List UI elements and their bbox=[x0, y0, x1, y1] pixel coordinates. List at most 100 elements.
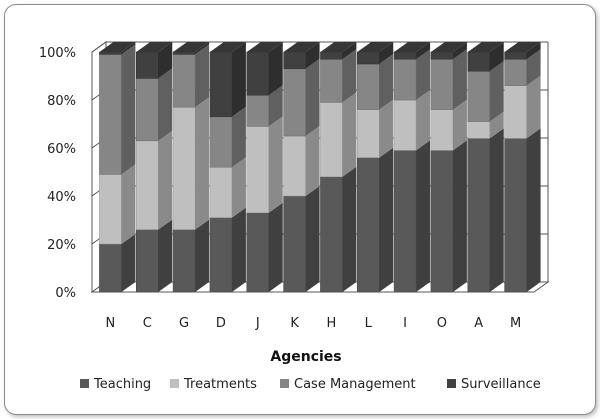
gridline-diagonal bbox=[91, 41, 107, 53]
bar-side bbox=[195, 42, 210, 55]
bar-front bbox=[136, 51, 159, 79]
x-tick-label: I bbox=[403, 316, 407, 331]
bar-side bbox=[452, 140, 467, 292]
x-tick-label: K bbox=[290, 316, 299, 331]
bar-front bbox=[246, 126, 269, 214]
bar-segment bbox=[320, 92, 357, 178]
bar-side bbox=[526, 42, 541, 60]
bar-side bbox=[452, 99, 467, 151]
bar-front bbox=[467, 121, 490, 139]
bar-segment bbox=[467, 42, 504, 72]
bar-side bbox=[379, 99, 394, 158]
bar-segment bbox=[172, 97, 210, 230]
bar-front bbox=[172, 106, 196, 230]
bar-segment bbox=[357, 54, 394, 110]
y-tick-label: 0% bbox=[55, 286, 76, 301]
bar-segment bbox=[136, 68, 173, 142]
legend-swatch bbox=[80, 379, 89, 388]
bar-segment bbox=[99, 44, 136, 175]
bar-front bbox=[467, 138, 490, 293]
bar-side bbox=[489, 111, 504, 139]
bar-side bbox=[342, 166, 357, 292]
bar-top bbox=[467, 42, 504, 52]
bar-side bbox=[231, 157, 246, 218]
y-axis-ticks: 0% 20% 40% 60% 80% 100% bbox=[39, 46, 76, 301]
bar-side bbox=[195, 44, 210, 108]
bar-front bbox=[504, 51, 527, 60]
bar-side bbox=[489, 128, 504, 292]
bar-front bbox=[172, 51, 196, 55]
bar-side bbox=[526, 128, 541, 292]
bar-front bbox=[99, 243, 122, 293]
legend-item: Surveillance bbox=[447, 377, 541, 392]
y-tick-label: 20% bbox=[47, 238, 76, 253]
bar-front bbox=[320, 176, 343, 293]
legend-item: Case Management bbox=[280, 377, 416, 392]
bar-top bbox=[320, 42, 357, 52]
legend-label: Treatments bbox=[183, 377, 257, 392]
bar-front bbox=[357, 51, 380, 65]
bar-front bbox=[246, 51, 269, 96]
bar-side bbox=[342, 49, 357, 103]
bar-side bbox=[268, 85, 283, 127]
legend-swatch bbox=[447, 379, 456, 388]
bar-top bbox=[430, 42, 467, 52]
bar-side bbox=[158, 68, 173, 141]
bar-front bbox=[136, 78, 159, 142]
bar-front bbox=[246, 94, 269, 127]
bar-side bbox=[379, 147, 394, 292]
y-tick-label: 60% bbox=[47, 142, 76, 157]
bar-side bbox=[158, 42, 173, 79]
bar-segment bbox=[172, 219, 210, 293]
bar-front bbox=[504, 85, 527, 139]
bar-segment bbox=[246, 202, 283, 293]
bar-side bbox=[489, 61, 504, 122]
bar-top bbox=[283, 42, 320, 52]
bar-segment bbox=[209, 207, 246, 293]
x-tick-label: H bbox=[327, 316, 337, 331]
bar-side bbox=[268, 42, 283, 96]
x-tick-label: C bbox=[143, 316, 152, 331]
x-tick-label: N bbox=[106, 316, 116, 331]
x-tick-label: O bbox=[437, 316, 447, 331]
bar-front bbox=[172, 229, 196, 293]
bar-segment bbox=[283, 186, 320, 293]
bar-segment bbox=[393, 140, 431, 293]
bar-front bbox=[209, 116, 233, 168]
bar-front bbox=[246, 212, 269, 293]
bar-front bbox=[504, 138, 527, 293]
bar-front bbox=[136, 140, 159, 230]
y-tick-label: 100% bbox=[39, 46, 76, 61]
bar-segment bbox=[283, 42, 320, 70]
bar-side bbox=[305, 58, 320, 136]
bar-segment bbox=[246, 85, 283, 127]
bar-side bbox=[195, 97, 210, 230]
bar-front bbox=[430, 109, 454, 151]
y-tick-label: 80% bbox=[47, 94, 76, 109]
x-tick-label: L bbox=[365, 316, 373, 331]
bar-front bbox=[430, 150, 454, 293]
bar-segment bbox=[430, 140, 467, 293]
bar-side bbox=[342, 42, 357, 60]
bar-side bbox=[526, 75, 541, 139]
bar-front bbox=[320, 51, 343, 60]
bar-front bbox=[99, 54, 122, 175]
bar-side bbox=[379, 54, 394, 110]
bar-front bbox=[283, 68, 306, 137]
bar-top bbox=[246, 42, 283, 52]
bar-segment bbox=[467, 111, 504, 139]
bar-side bbox=[121, 234, 136, 292]
bar-segment bbox=[172, 44, 210, 108]
bar-side bbox=[452, 42, 467, 60]
bar-side bbox=[379, 42, 394, 64]
bar-top bbox=[357, 42, 394, 52]
bar-segment bbox=[393, 49, 431, 101]
legend-item: Teaching bbox=[80, 377, 151, 392]
x-tick-label: D bbox=[216, 316, 226, 331]
bar-segment bbox=[320, 49, 357, 103]
bar-top bbox=[99, 42, 136, 52]
bar-segment bbox=[209, 157, 246, 218]
bar-front bbox=[209, 51, 233, 118]
